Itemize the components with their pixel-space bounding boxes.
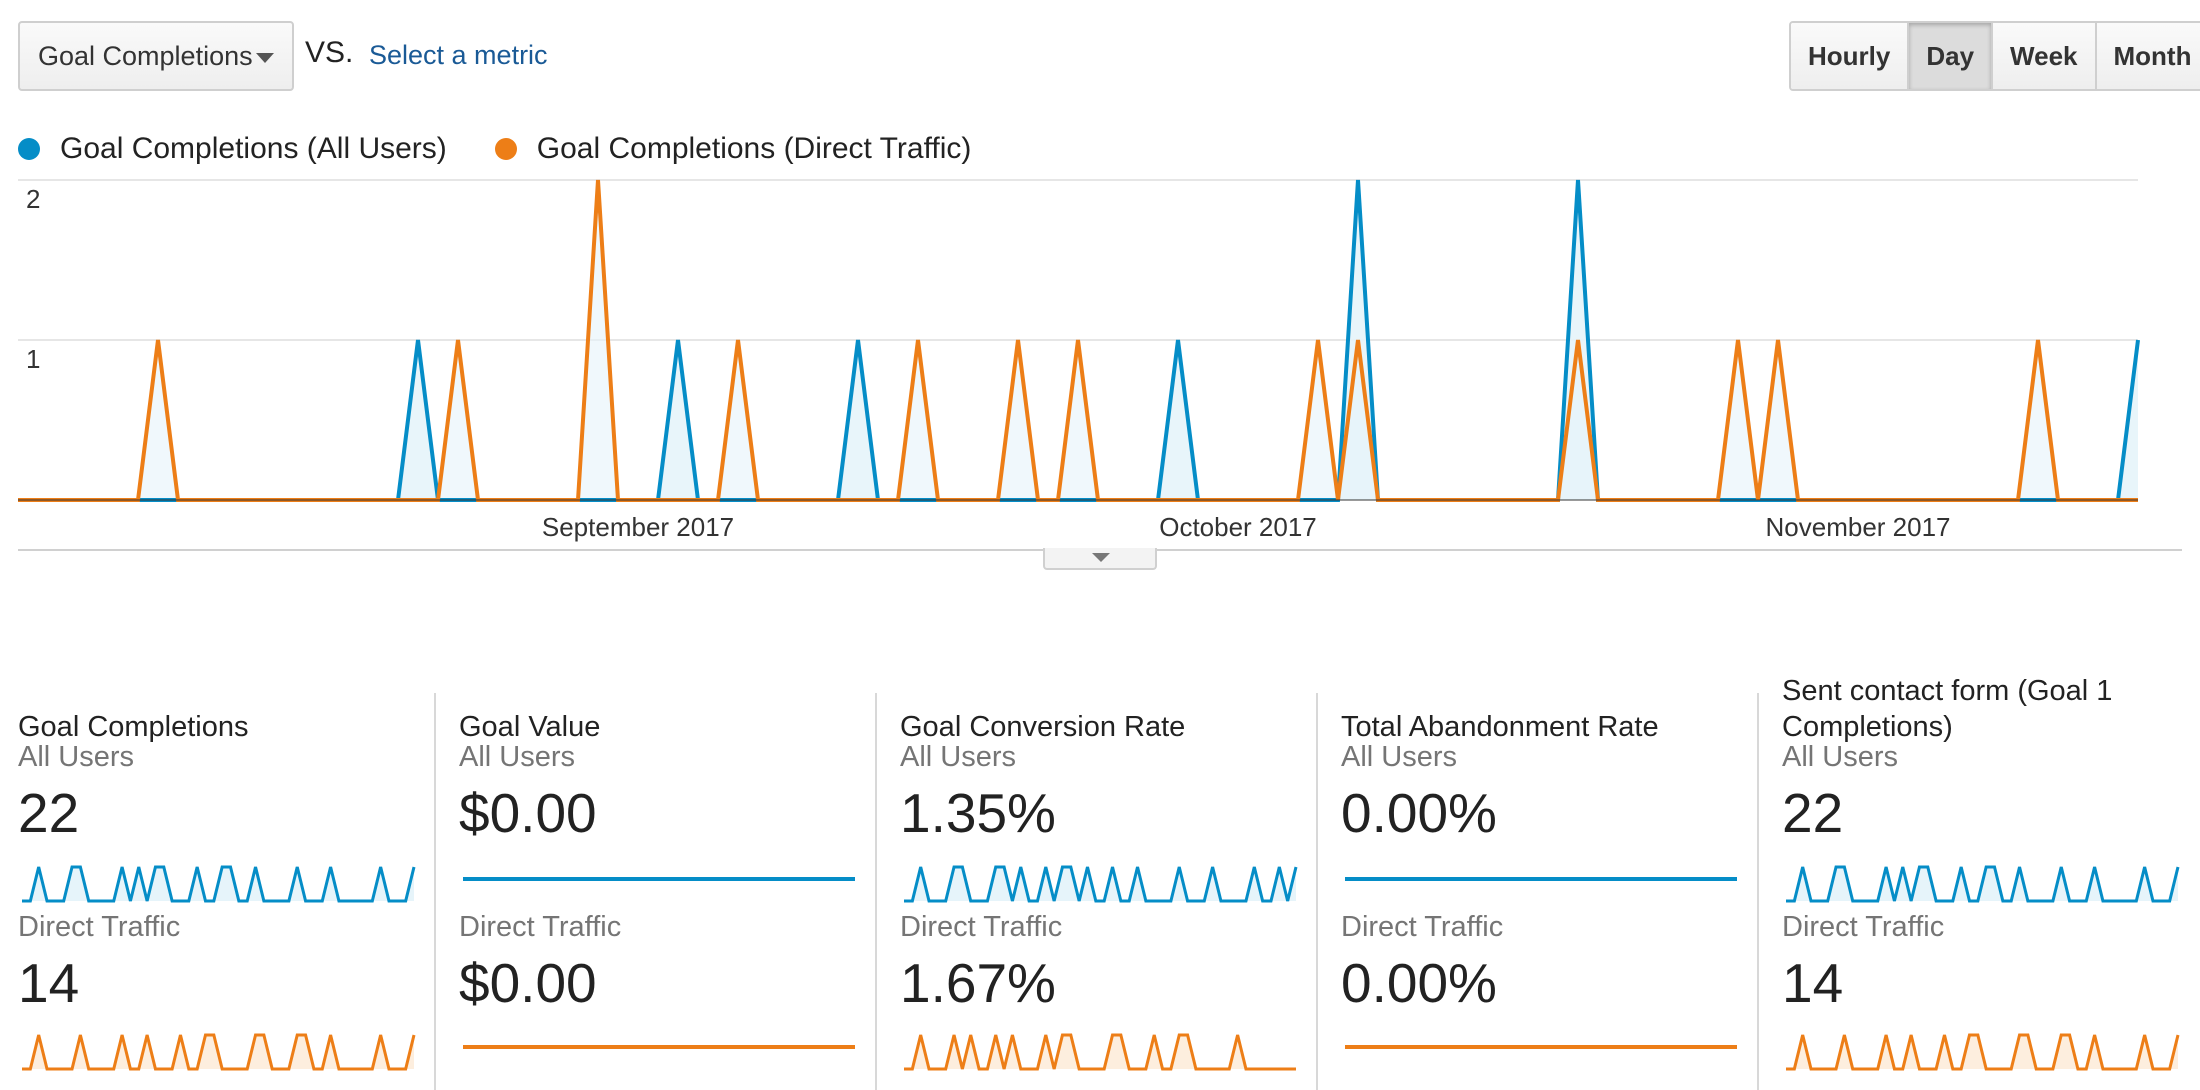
sparkline-area bbox=[904, 867, 1296, 901]
sparkline-all-users bbox=[904, 865, 1298, 903]
collapse-chart-toggle[interactable] bbox=[1043, 548, 1157, 570]
select-metric-link[interactable]: Select a metric bbox=[369, 40, 548, 70]
legend-item-all-users[interactable]: Goal Completions (All Users) bbox=[18, 132, 447, 166]
metric-dropdown[interactable]: Goal Completions bbox=[18, 21, 294, 91]
scorecard-segment-label: All Users bbox=[459, 741, 576, 773]
scorecard-segment-label: All Users bbox=[900, 741, 1017, 773]
scorecard-segment-label: Direct Traffic bbox=[459, 911, 622, 943]
sparkline-line bbox=[22, 1033, 416, 1071]
legend-label: Goal Completions (All Users) bbox=[60, 132, 447, 165]
scorecard[interactable]: Goal Value All Users $0.00 Direct Traffic $0… bbox=[459, 655, 859, 1090]
scorecard-segment-label: Direct Traffic bbox=[1782, 911, 1945, 943]
chart-legend: Goal Completions (All Users) Goal Comple… bbox=[18, 132, 1019, 166]
line-chart: 1 2 September 2017 October 2017 November 201… bbox=[18, 179, 2182, 551]
scorecard-value: 22 bbox=[18, 782, 80, 844]
sparkline-all-users bbox=[463, 877, 855, 881]
period-toggle-group: Hourly Day Week Month bbox=[1789, 21, 2200, 91]
scorecard-value: 22 bbox=[1782, 782, 1844, 844]
metric-dropdown-label: Goal Completions bbox=[38, 41, 253, 71]
scorecard-segment-label: All Users bbox=[18, 741, 135, 773]
legend-label: Goal Completions (Direct Traffic) bbox=[536, 132, 972, 165]
sparkline-direct-traffic bbox=[904, 1033, 1296, 1071]
sparkline-all-users bbox=[22, 865, 416, 903]
y-tick-label: 2 bbox=[26, 184, 40, 214]
scorecard-segment-label: All Users bbox=[1782, 741, 1899, 773]
sparkline-all-users bbox=[1345, 877, 1737, 881]
scorecard[interactable]: Total Abandonment Rate All Users 0.00% Dire… bbox=[1341, 655, 1741, 1090]
sparkline-line bbox=[904, 865, 1298, 903]
scorecard[interactable]: Goal Conversion Rate All Users 1.35% Direct… bbox=[900, 655, 1300, 1090]
sparkline-direct-traffic bbox=[1786, 1033, 2180, 1071]
scorecard[interactable]: Goal Completions All Users 22 Direct Traffi… bbox=[18, 655, 418, 1090]
sparkline-line bbox=[1786, 865, 2180, 903]
period-button-day[interactable]: Day bbox=[1909, 23, 1994, 89]
period-button-hourly[interactable]: Hourly bbox=[1791, 23, 1910, 89]
x-tick-label: October 2017 bbox=[1159, 512, 1317, 542]
scorecard-segment-label: Direct Traffic bbox=[900, 911, 1063, 943]
sparkline-direct-traffic bbox=[1345, 1045, 1737, 1049]
scorecard-value: $0.00 bbox=[459, 782, 597, 844]
sparkline-all-users bbox=[1786, 865, 2180, 903]
legend-dot-icon bbox=[18, 138, 40, 160]
scorecard-divider bbox=[1316, 693, 1318, 1090]
x-tick-label: September 2017 bbox=[542, 512, 734, 542]
scorecard[interactable]: Sent contact form (Goal 1 Completions) Al… bbox=[1782, 655, 2182, 1090]
y-tick-label: 1 bbox=[26, 344, 40, 374]
chevron-down-icon bbox=[256, 53, 274, 63]
scorecard-value: 0.00% bbox=[1341, 952, 1497, 1014]
scorecard-title: Goal Value bbox=[459, 711, 601, 743]
scorecard-value: 1.67% bbox=[900, 952, 1056, 1014]
sparkline-line bbox=[1786, 1033, 2180, 1071]
period-button-week[interactable]: Week bbox=[1993, 23, 2097, 89]
scorecard-value: 14 bbox=[18, 952, 80, 1014]
scorecard-value: 0.00% bbox=[1341, 782, 1497, 844]
period-button-month[interactable]: Month bbox=[2096, 23, 2200, 89]
scorecard-divider bbox=[434, 693, 436, 1090]
scorecard-segment-label: All Users bbox=[1341, 741, 1458, 773]
scorecard-value: 14 bbox=[1782, 952, 1844, 1014]
scorecard-segment-label: Direct Traffic bbox=[18, 911, 181, 943]
sparkline-line bbox=[22, 865, 416, 903]
x-tick-label: November 2017 bbox=[1766, 512, 1951, 542]
vs-label: VS. bbox=[305, 36, 354, 69]
scorecard-title: Goal Conversion Rate bbox=[900, 711, 1186, 743]
scorecard-value: 1.35% bbox=[900, 782, 1056, 844]
scorecard-segment-label: Direct Traffic bbox=[1341, 911, 1504, 943]
legend-item-direct-traffic[interactable]: Goal Completions (Direct Traffic) bbox=[494, 132, 972, 166]
scorecard-divider bbox=[875, 693, 877, 1090]
scorecard-value: $0.00 bbox=[459, 952, 597, 1014]
sparkline-direct-traffic bbox=[22, 1033, 416, 1071]
sparkline-line bbox=[904, 1033, 1296, 1071]
scorecard-title: Goal Completions bbox=[18, 711, 249, 743]
scorecard-title: Total Abandonment Rate bbox=[1341, 711, 1659, 743]
scorecard-title: Sent contact form (Goal 1 Completions) bbox=[1782, 675, 2113, 743]
legend-dot-icon bbox=[494, 138, 517, 160]
scorecard-divider bbox=[1757, 693, 1759, 1090]
chevron-down-icon bbox=[1092, 553, 1110, 562]
sparkline-direct-traffic bbox=[463, 1045, 855, 1049]
